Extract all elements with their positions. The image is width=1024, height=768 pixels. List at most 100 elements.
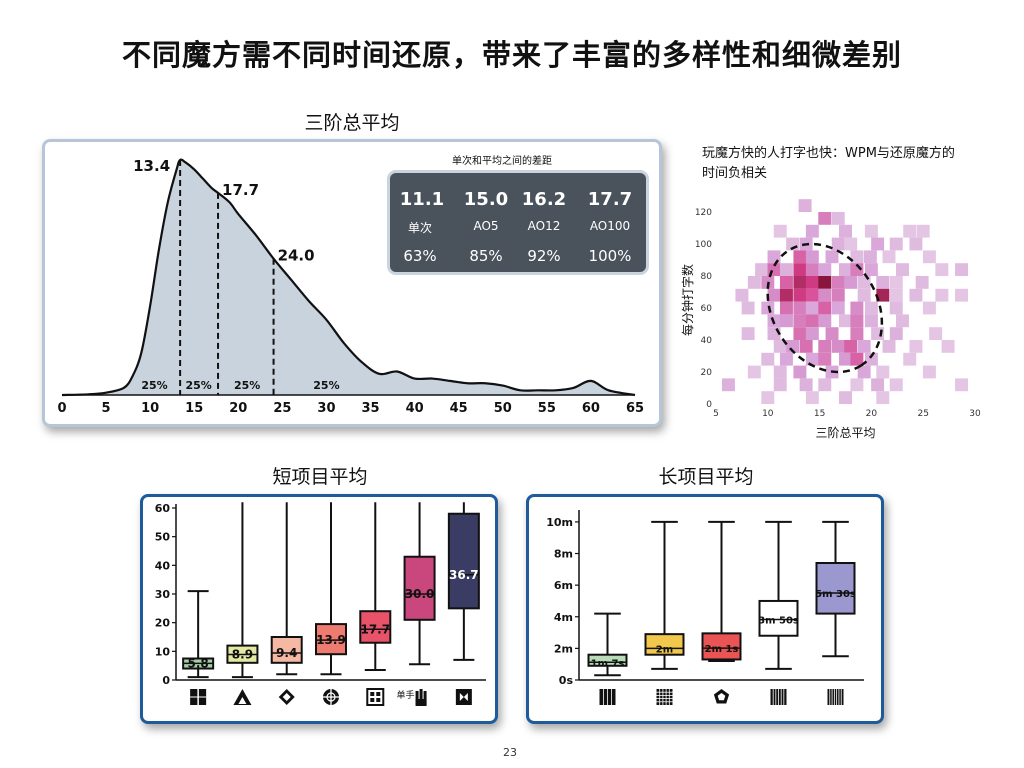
y-tick-label: 10 — [155, 645, 171, 658]
y-tick-label: 40 — [155, 559, 171, 572]
heatmap-cell — [761, 301, 775, 315]
heatmap-cell — [864, 314, 878, 328]
stat-label-ao100: AO100 — [589, 219, 631, 233]
stat-value-single: 11.1 — [399, 189, 445, 210]
4x4-cube-icon — [599, 689, 616, 705]
heatmap-cell — [941, 340, 955, 353]
heat-x-tick: 25 — [917, 409, 928, 419]
heatmap-cell — [839, 263, 852, 276]
heat-x-tick: 30 — [969, 409, 981, 419]
heatmap-cell — [922, 365, 936, 379]
heatmap-cell — [857, 340, 871, 353]
heat-x-tick: 20 — [866, 409, 878, 419]
heatmap-cell — [773, 224, 787, 238]
y-tick-label: 0s — [559, 674, 574, 687]
heatmap-cell — [844, 237, 858, 251]
one-handed-text: 单手 — [397, 689, 415, 701]
heatmap-cell — [799, 340, 813, 353]
heatmap-cell — [741, 301, 755, 315]
heatmap-cell — [793, 276, 807, 289]
heatmap-cell — [909, 340, 923, 353]
heatmap-cell — [850, 250, 864, 264]
stat-value-ao12: 16.2 — [521, 189, 567, 210]
heatmap-cell — [805, 224, 819, 238]
heatmap-cell — [839, 314, 852, 328]
y-tick-label: 20 — [155, 617, 171, 630]
heat-y-tick: 60 — [701, 304, 713, 314]
marker-label: 13.4 — [133, 157, 170, 175]
heatmap-cell — [871, 237, 885, 251]
x-tick-label: 50 — [494, 401, 512, 416]
hist-section-title: 三阶总平均 — [304, 112, 400, 134]
heatmap-cell — [755, 263, 769, 276]
heatmap-cell — [922, 301, 936, 315]
heatmap-cell — [857, 365, 871, 379]
heatmap-cell — [839, 224, 852, 238]
heat-y-label: 每分钟打字数 — [680, 264, 695, 336]
x-tick-label: 30 — [317, 401, 335, 416]
box — [315, 623, 347, 656]
6x6-cube-icon — [770, 689, 787, 705]
x-tick-label: 55 — [538, 401, 556, 416]
heat-y-tick: 20 — [701, 368, 713, 378]
stats-box: 11.1 15.0 16.2 17.7 单次 AO5 AO12 AO100 63… — [387, 170, 649, 275]
heatmap-cell — [798, 199, 812, 212]
heatmap-cell — [805, 327, 819, 340]
square-1-icon — [366, 688, 385, 706]
y-tick-label: 60 — [155, 502, 171, 515]
heat-y-tick: 0 — [706, 400, 712, 410]
page-number: 23 — [503, 746, 517, 759]
heatmap-cell — [876, 365, 890, 379]
box — [270, 636, 303, 664]
heatmap-cell — [903, 352, 917, 366]
median-label: 8.9 — [232, 647, 253, 661]
stats-caption: 单次和平均之间的差距 — [452, 156, 552, 167]
heatmap-cell — [818, 212, 832, 225]
heatmap-cell — [882, 250, 896, 264]
hist-chart: 13.4 17.7 24.0 25% 25% 25% 25% 0 5 10 15 20 25 30 35 40… — [57, 157, 644, 416]
heatmap-cell — [871, 378, 885, 392]
wpm-heatmap-chart: 5 10 15 20 25 30 0 20 40 60 80 100 120 三阶总平均 每分钟打字数 — [680, 199, 981, 440]
heat-x-tick: 15 — [814, 409, 825, 419]
stat-pct-ao12: 92% — [527, 247, 561, 265]
median-label: 5.8 — [188, 656, 209, 670]
short-section-title: 短项目平均 — [272, 466, 368, 488]
heatmap-cell — [935, 288, 949, 302]
long-events-boxplot: 0s 2m 4m 6m 8m 10m 1m 7s 2m 2m 1s 3m 50s 5m 30s — [546, 510, 864, 705]
stat-pct-ao100: 100% — [588, 247, 632, 265]
heatmap-cell — [805, 314, 819, 328]
heatmap-cell — [773, 340, 787, 353]
x-tick-label: 0 — [57, 401, 66, 416]
heatmap-cell — [831, 237, 845, 251]
box — [815, 562, 856, 615]
heatmap-cell — [889, 288, 903, 302]
heatmap-cell — [909, 288, 923, 302]
heatmap-cell — [773, 365, 787, 379]
quartile-label: 25% — [313, 379, 339, 392]
heatmap-cell — [805, 301, 819, 315]
box — [644, 633, 685, 656]
y-tick-label: 8m — [554, 548, 573, 561]
y-tick-label: 6m — [554, 579, 573, 592]
heatmap-cell — [818, 314, 832, 328]
heatmap-cell — [818, 352, 832, 366]
stat-value-ao5: 15.0 — [463, 189, 509, 210]
heatmap-cell — [779, 276, 793, 289]
heatmap-cell — [844, 276, 858, 289]
heatmap-cell — [793, 250, 807, 264]
x-tick-label: 45 — [450, 401, 468, 416]
heatmap-cell — [850, 314, 864, 328]
7x7-cube-icon — [827, 689, 844, 705]
heatmap-cell — [786, 340, 800, 353]
heatmap-cell — [831, 212, 845, 225]
pyraminx-icon — [233, 689, 252, 705]
box — [701, 632, 742, 661]
heat-x-label: 三阶总平均 — [815, 426, 875, 440]
x-tick-label: 5 — [102, 401, 111, 416]
median-label: 13.9 — [316, 633, 346, 647]
heatmap-cell — [747, 365, 761, 379]
x-tick-label: 10 — [141, 401, 159, 416]
heatmap-cell — [805, 352, 819, 366]
heatmap-cell — [805, 250, 819, 264]
heatmap-cell — [850, 352, 864, 366]
